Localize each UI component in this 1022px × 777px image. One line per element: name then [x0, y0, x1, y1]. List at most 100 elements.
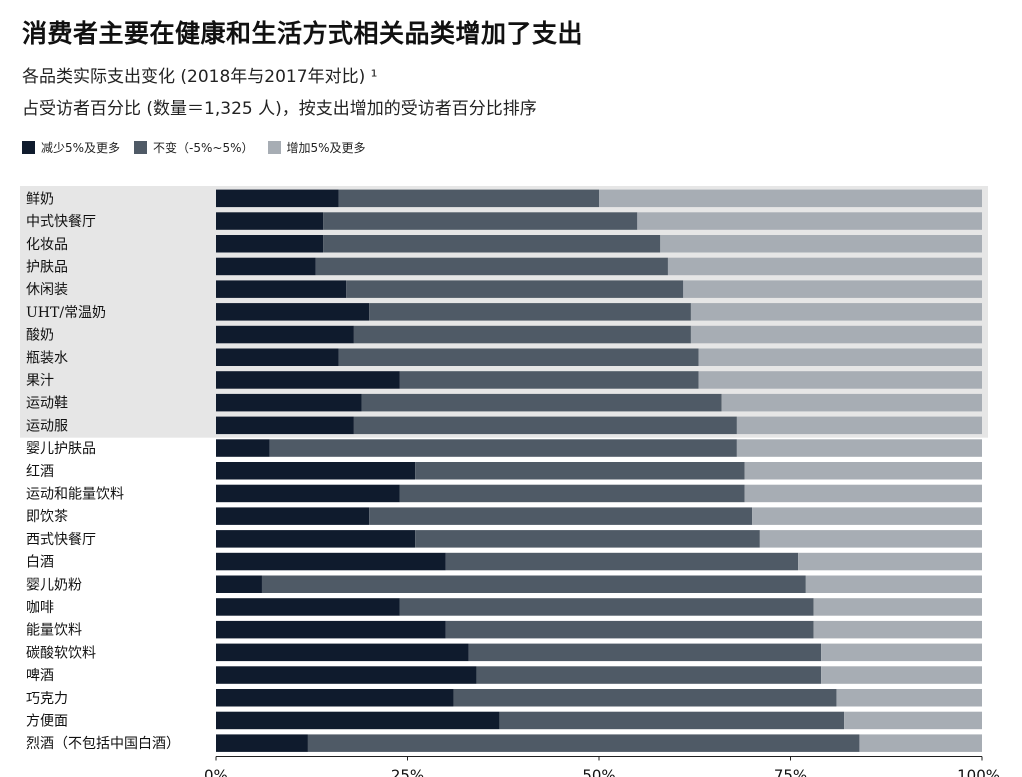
bar-segment-increase	[752, 507, 982, 525]
category-label: 红酒	[26, 464, 54, 480]
bar-segment-decrease	[216, 643, 469, 662]
bar-segment-decrease	[216, 371, 400, 389]
category-label: 果汁	[26, 373, 54, 389]
x-tick-label: 25%	[391, 767, 424, 777]
category-label: 碳酸软饮料	[26, 645, 96, 661]
category-label: 巧克力	[26, 691, 68, 707]
legend-label-decrease: 减少5%及更多	[41, 141, 121, 155]
category-label: 鲜奶	[26, 191, 54, 207]
bar-segment-unchanged	[476, 666, 822, 684]
category-label: 化妆品	[26, 237, 68, 253]
bar-segment-increase	[836, 689, 982, 707]
category-label: 酸奶	[26, 328, 54, 344]
bar-segment-increase	[805, 575, 982, 593]
legend-label-unchanged: 不变（-5%~5%）	[153, 141, 254, 155]
category-label: 中式快餐厅	[26, 214, 96, 230]
bar-segment-increase	[599, 189, 982, 208]
bar-segment-unchanged	[415, 462, 745, 480]
x-tick-label: 0%	[204, 767, 228, 777]
category-label: 白酒	[26, 555, 54, 571]
chart-subtitle-2: 占受访者百分比 (数量＝1,325 人)，按支出增加的受访者百分比排序	[22, 99, 537, 119]
bar-segment-decrease	[216, 348, 339, 366]
bar-segment-unchanged	[353, 325, 691, 344]
bar-segment-increase	[813, 620, 982, 639]
bar-segment-decrease	[216, 666, 477, 684]
legend-swatch-unchanged	[134, 141, 148, 154]
bar-segment-unchanged	[369, 507, 753, 525]
bar-segment-increase	[736, 416, 982, 435]
chart-subtitle-1: 各品类实际支出变化 (2018年与2017年对比) ¹	[22, 67, 378, 87]
category-label: 瓶装水	[26, 350, 68, 366]
bar-segment-unchanged	[338, 348, 699, 366]
bar-segment-decrease	[216, 575, 262, 593]
legend-item-unchanged: 不变（-5%~5%）	[134, 139, 254, 156]
bar-segment-increase	[744, 462, 982, 480]
bar-segment-decrease	[216, 189, 339, 208]
category-label: 咖啡	[26, 600, 54, 616]
bar-segment-unchanged	[269, 439, 737, 457]
category-label: UHT/常温奶	[26, 305, 106, 321]
bar-segment-unchanged	[346, 280, 684, 298]
bar-segment-increase	[821, 643, 982, 662]
category-label: 能量饮料	[26, 623, 82, 639]
bar-segment-unchanged	[445, 620, 814, 639]
category-label: 休闲装	[26, 282, 68, 298]
bar-segment-decrease	[216, 416, 354, 435]
bar-segment-decrease	[216, 393, 362, 412]
bar-segment-increase	[736, 439, 982, 457]
bar-segment-unchanged	[453, 689, 837, 707]
bar-segment-decrease	[216, 530, 416, 548]
legend-swatch-decrease	[22, 141, 35, 154]
bar-segment-unchanged	[369, 303, 691, 321]
bar-segment-decrease	[216, 711, 500, 730]
bar-segment-decrease	[216, 598, 400, 616]
category-label: 婴儿护肤品	[26, 441, 96, 457]
bar-segment-decrease	[216, 689, 454, 707]
bar-segment-increase	[667, 257, 982, 276]
bar-segment-increase	[798, 552, 982, 571]
category-label: 啤酒	[26, 668, 54, 684]
category-label: 西式快餐厅	[26, 532, 96, 548]
bar-segment-increase	[683, 280, 982, 298]
bar-segment-decrease	[216, 257, 316, 276]
legend-label-increase: 增加5%及更多	[286, 141, 366, 155]
legend-item-decrease: 减少5%及更多	[22, 139, 120, 156]
x-tick-label: 100%	[957, 767, 1000, 777]
bar-segment-increase	[698, 348, 982, 366]
category-label: 运动服	[26, 418, 68, 434]
bar-segment-unchanged	[415, 530, 760, 548]
category-label: 婴儿奶粉	[26, 577, 82, 593]
bar-segment-unchanged	[361, 393, 722, 412]
bar-segment-increase	[859, 734, 982, 752]
bar-segment-unchanged	[338, 189, 599, 208]
bar-segment-increase	[690, 325, 982, 344]
bar-segment-unchanged	[399, 484, 745, 503]
bar-segment-increase	[690, 303, 982, 321]
bar-segment-increase	[759, 530, 982, 548]
bar-segment-unchanged	[307, 734, 860, 752]
bar-segment-unchanged	[399, 371, 699, 389]
category-label: 运动和能量饮料	[26, 486, 124, 502]
bar-segment-unchanged	[499, 711, 845, 730]
bar-segment-increase	[660, 235, 982, 253]
category-label: 运动鞋	[26, 396, 68, 412]
bar-segment-increase	[744, 484, 982, 503]
x-tick-label: 50%	[582, 767, 615, 777]
bar-segment-unchanged	[261, 575, 806, 593]
bar-segment-decrease	[216, 484, 400, 503]
legend-item-increase: 增加5%及更多	[267, 139, 366, 156]
bar-segment-decrease	[216, 280, 347, 298]
bar-segment-decrease	[216, 212, 324, 230]
bar-segment-unchanged	[315, 257, 668, 276]
bar-segment-decrease	[216, 325, 354, 344]
bar-segment-increase	[698, 371, 982, 389]
bar-segment-increase	[821, 666, 982, 684]
category-label: 烈酒（不包括中国白酒）	[26, 736, 180, 752]
bar-segment-increase	[813, 598, 982, 616]
legend-swatch-increase	[267, 141, 281, 154]
bar-segment-decrease	[216, 552, 446, 571]
chart-title: 消费者主要在健康和生活方式相关品类增加了支出	[22, 19, 584, 48]
category-label: 方便面	[26, 713, 68, 729]
bar-segment-decrease	[216, 462, 416, 480]
